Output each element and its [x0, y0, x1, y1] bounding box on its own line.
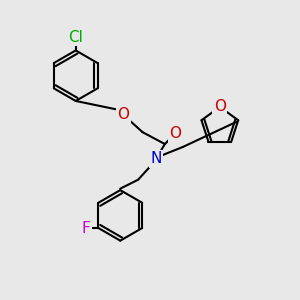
Text: O: O: [117, 107, 129, 122]
Text: O: O: [214, 99, 226, 114]
Text: F: F: [82, 220, 90, 236]
Text: O: O: [169, 126, 181, 141]
Text: Cl: Cl: [68, 30, 83, 45]
Text: N: N: [150, 152, 162, 166]
